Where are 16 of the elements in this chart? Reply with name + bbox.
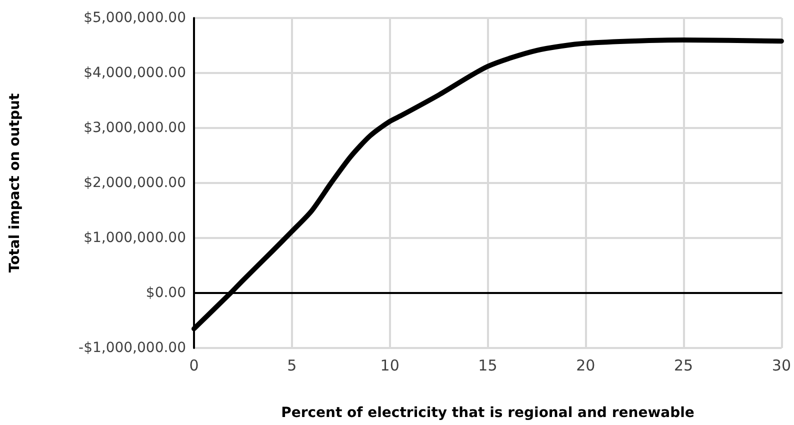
y-tick-label: $5,000,000.00 xyxy=(84,10,186,26)
x-tick-label: 20 xyxy=(576,356,596,374)
x-tick-label: 25 xyxy=(674,356,694,374)
y-tick-label: -$1,000,000.00 xyxy=(78,340,186,356)
y-tick-label: $1,000,000.00 xyxy=(84,230,186,246)
y-tick-label: $3,000,000.00 xyxy=(84,120,186,136)
y-tick-label: $4,000,000.00 xyxy=(84,65,186,81)
x-tick-label: 15 xyxy=(478,356,498,374)
x-axis-title: Percent of electricity that is regional and renewable xyxy=(281,405,694,421)
x-tick-label: 10 xyxy=(380,356,400,374)
x-tick-label: 5 xyxy=(287,356,297,374)
x-tick-label: 30 xyxy=(772,356,792,374)
y-tick-label: $2,000,000.00 xyxy=(84,175,186,191)
y-tick-label: $0.00 xyxy=(146,285,186,301)
x-tick-label: 0 xyxy=(189,356,199,374)
y-axis-title: Total impact on output xyxy=(7,93,23,273)
